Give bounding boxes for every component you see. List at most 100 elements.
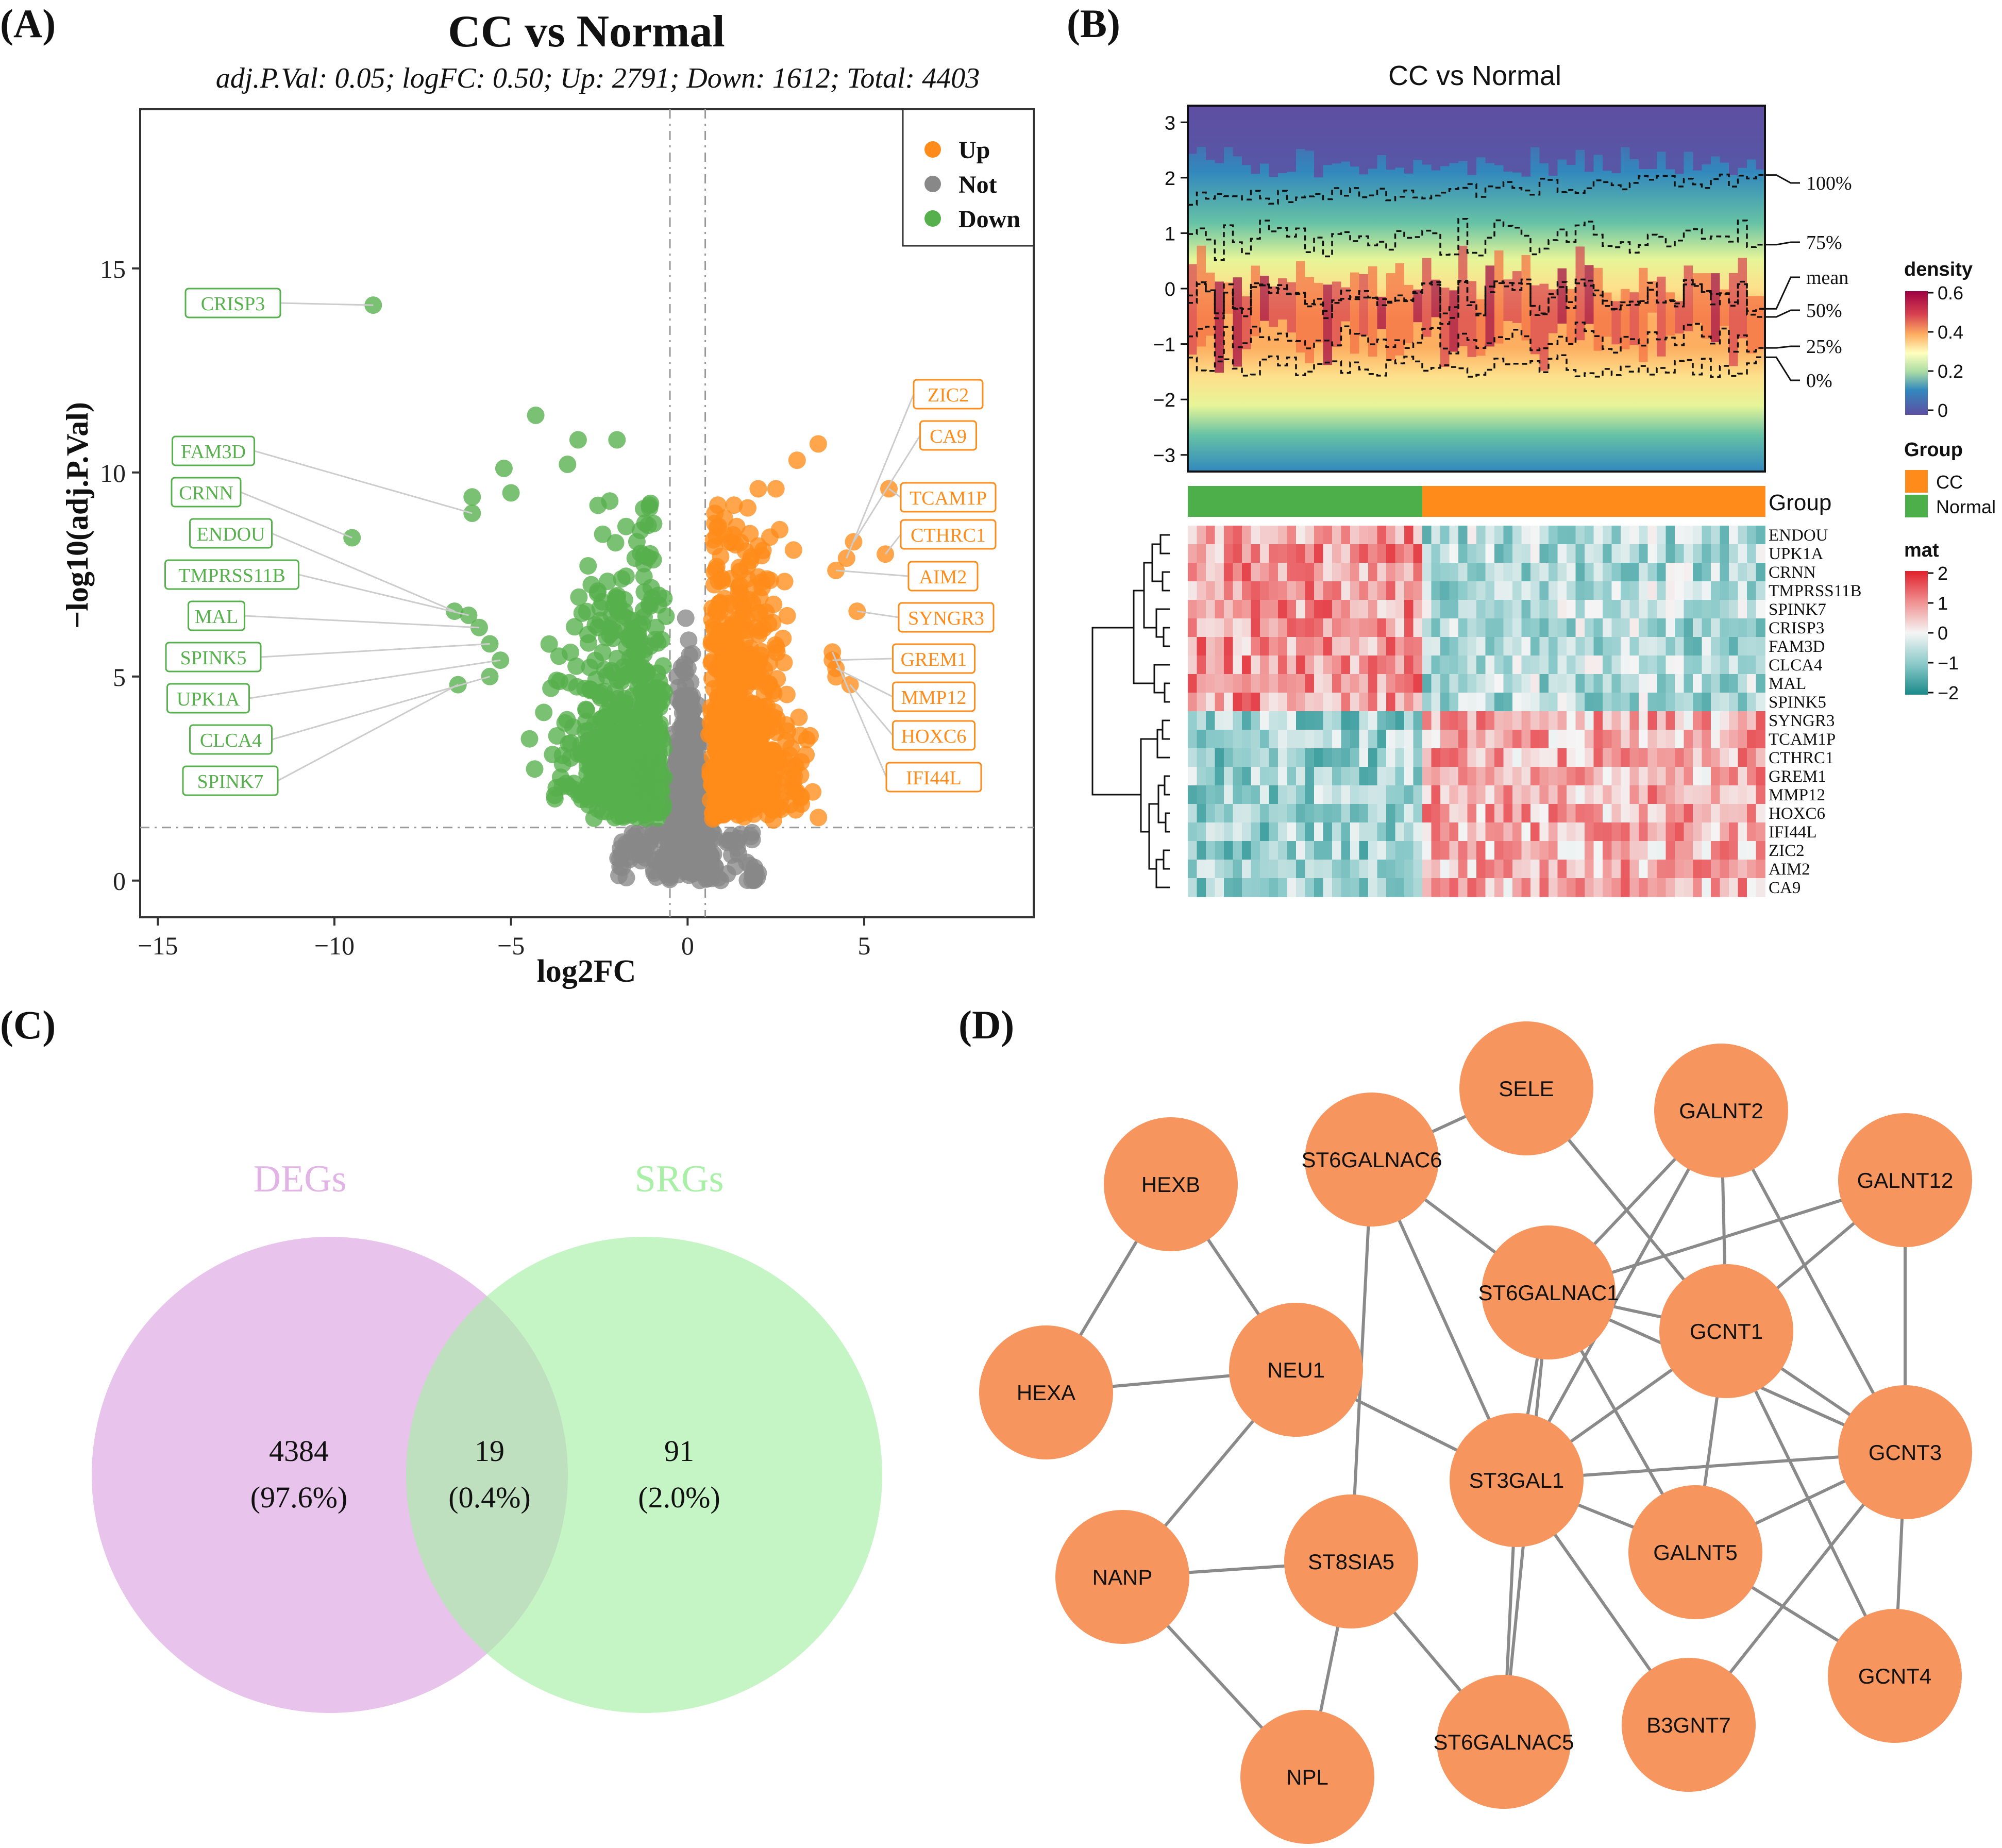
heatmap-cell xyxy=(1657,563,1667,582)
heatmap-cell xyxy=(1359,544,1369,563)
leader-line xyxy=(836,569,909,577)
heatmap-cell xyxy=(1711,693,1721,712)
node-label-sele: SELE xyxy=(1499,1077,1554,1101)
heatmap-cell xyxy=(1242,656,1252,675)
heatmap-cell xyxy=(1206,563,1216,582)
heatmap-cell xyxy=(1684,730,1693,749)
heatmap-cell xyxy=(1413,674,1423,693)
heatmap-cell xyxy=(1512,711,1522,730)
down-point xyxy=(595,766,613,784)
heatmap-cell xyxy=(1197,878,1206,897)
dendrogram-branch xyxy=(1153,664,1170,694)
heatmap-cell xyxy=(1575,748,1585,767)
heatmap-cell xyxy=(1251,711,1260,730)
heatmap-cell xyxy=(1449,860,1459,879)
heatmap-cell xyxy=(1260,767,1270,786)
heatmap-cell xyxy=(1314,656,1324,675)
heatmap-cell xyxy=(1585,637,1594,656)
heatmap-cell xyxy=(1729,563,1739,582)
heatmap-cell xyxy=(1665,785,1675,804)
gene-label-grem1: GREM1 xyxy=(901,649,967,670)
heatmap-cell xyxy=(1386,600,1396,619)
up-point xyxy=(776,573,794,591)
density-top-band xyxy=(1593,106,1603,155)
heatmap-cell xyxy=(1675,637,1685,656)
heatmap-cell xyxy=(1747,860,1757,879)
heatmap-cell xyxy=(1431,711,1441,730)
heatmap-cell xyxy=(1512,526,1522,545)
label-box-upk1a xyxy=(166,683,250,714)
node-st3gal1 xyxy=(1450,1413,1584,1547)
heatmap-cell xyxy=(1287,637,1297,656)
heatmap-cell xyxy=(1314,822,1324,842)
heatmap-cell xyxy=(1431,674,1441,693)
not-point xyxy=(743,824,761,842)
heatmap-cell xyxy=(1251,822,1260,842)
heatmap-cell xyxy=(1639,656,1648,675)
heatmap-gene-spink5: SPINK5 xyxy=(1769,693,1826,712)
up-point xyxy=(738,621,756,640)
heatmap-cell xyxy=(1503,637,1513,656)
dendrogram-branch xyxy=(1163,849,1170,870)
up-point xyxy=(724,627,742,645)
heatmap-cell xyxy=(1242,878,1252,897)
heatmap-cell xyxy=(1720,656,1729,675)
heatmap-cell xyxy=(1702,618,1711,637)
heatmap-cell xyxy=(1494,693,1504,712)
heatmap-cell xyxy=(1629,656,1639,675)
heatmap-cell xyxy=(1639,581,1648,600)
density-hotspot xyxy=(1305,277,1315,363)
density-hotspot xyxy=(1684,265,1693,331)
heatmap-cell xyxy=(1422,748,1432,767)
density-hotspot xyxy=(1603,292,1612,337)
heatmap-cell xyxy=(1702,674,1711,693)
heatmap-cell xyxy=(1720,600,1729,619)
heatmap-cell xyxy=(1431,878,1441,897)
heatmap-cell xyxy=(1476,785,1486,804)
heatmap-cell xyxy=(1422,526,1432,545)
density-top-band xyxy=(1269,106,1278,177)
heatmap-cell xyxy=(1323,618,1333,637)
density-hotspot xyxy=(1647,281,1657,313)
heatmap-cell xyxy=(1368,674,1378,693)
heatmap-cell xyxy=(1521,674,1531,693)
heatmap-cell xyxy=(1720,860,1729,879)
dendrogram-branch xyxy=(1091,627,1141,796)
heatmap-cell xyxy=(1251,526,1260,545)
heatmap-cell xyxy=(1720,693,1729,712)
heatmap-cell xyxy=(1215,600,1224,619)
down-point xyxy=(607,588,625,606)
heatmap-cell xyxy=(1287,581,1297,600)
group-cell xyxy=(1693,486,1703,517)
heatmap-cell xyxy=(1557,730,1567,749)
up-point xyxy=(755,698,773,716)
group-cell xyxy=(1305,486,1315,517)
down-point xyxy=(654,657,672,675)
heatmap-cell xyxy=(1395,563,1405,582)
quantile-50 xyxy=(1188,278,1765,325)
heatmap-cell xyxy=(1278,711,1288,730)
heatmap-cell xyxy=(1233,860,1242,879)
heatmap-cell xyxy=(1341,878,1351,897)
heatmap-cell xyxy=(1539,841,1549,860)
heatmap-cell xyxy=(1657,767,1667,786)
heatmap-cell xyxy=(1332,822,1342,842)
gene-label-tmprss11b: TMPRSS11B xyxy=(178,565,285,586)
heatmap-cell xyxy=(1323,693,1333,712)
heatmap-cell xyxy=(1557,785,1567,804)
heatmap-cell xyxy=(1296,822,1306,842)
heatmap-cell xyxy=(1224,637,1234,656)
heatmap-cell xyxy=(1503,526,1513,545)
heatmap-cell xyxy=(1711,767,1721,786)
heatmap-cell xyxy=(1747,730,1757,749)
heatmap-cell xyxy=(1603,785,1612,804)
heatmap-cell xyxy=(1242,711,1252,730)
heatmap-cell xyxy=(1611,674,1621,693)
down-point xyxy=(620,796,638,814)
heatmap-cell xyxy=(1720,618,1729,637)
heatmap-cell xyxy=(1549,600,1558,619)
heatmap-cell xyxy=(1611,600,1621,619)
heatmap-cell xyxy=(1485,841,1495,860)
down-point xyxy=(502,484,520,502)
heatmap-cell xyxy=(1251,618,1260,637)
